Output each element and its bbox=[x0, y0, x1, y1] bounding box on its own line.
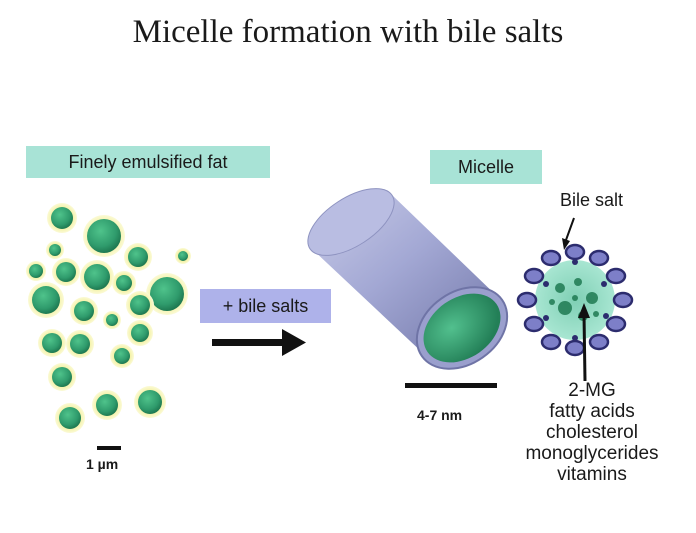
droplet-cluster bbox=[26, 203, 191, 433]
droplet-icon bbox=[66, 330, 94, 358]
droplet-icon bbox=[127, 320, 153, 346]
scale-label-nm: 4-7 nm bbox=[417, 407, 463, 423]
droplet-icon bbox=[38, 329, 66, 357]
droplet-icon bbox=[146, 273, 188, 315]
droplet-icon bbox=[175, 248, 191, 264]
droplet-icon bbox=[26, 261, 46, 281]
micelle-cross-section-icon bbox=[516, 243, 634, 357]
droplet-icon bbox=[126, 291, 154, 319]
micelle-content-item: 2-MG bbox=[568, 380, 616, 401]
contents-pointer-icon bbox=[578, 303, 590, 382]
micelle-content-item: monoglycerides bbox=[525, 443, 659, 464]
micelle-content-item: fatty acids bbox=[549, 401, 635, 422]
droplet-icon bbox=[52, 258, 80, 286]
scale-label-um: 1 µm bbox=[86, 456, 119, 472]
scale-bar-nm bbox=[405, 383, 497, 388]
droplet-icon bbox=[112, 271, 136, 295]
bile-salt-pointer-icon bbox=[562, 217, 575, 250]
droplet-icon bbox=[48, 363, 76, 391]
finely-emulsified-fat-label: Finely emulsified fat bbox=[26, 146, 270, 178]
droplet-icon bbox=[134, 386, 166, 418]
droplet-icon bbox=[83, 215, 125, 257]
micelle-content-item: vitamins bbox=[557, 464, 627, 485]
micelle-contents-list: 2-MG fatty acids cholesterol monoglyceri… bbox=[492, 380, 692, 485]
droplet-icon bbox=[47, 203, 77, 233]
droplet-icon bbox=[80, 260, 114, 294]
cylinder-micelle-icon bbox=[307, 188, 509, 370]
droplet-icon bbox=[103, 311, 121, 329]
scale-bar-um bbox=[97, 446, 121, 450]
droplet-icon bbox=[110, 344, 134, 368]
droplet-icon bbox=[70, 297, 98, 325]
bile-salt-label: Bile salt bbox=[560, 190, 624, 210]
micelle-label: Micelle bbox=[430, 150, 542, 184]
page-title: Micelle formation with bile salts bbox=[132, 14, 564, 50]
droplet-icon bbox=[92, 390, 122, 420]
droplet-icon bbox=[55, 403, 85, 433]
droplet-icon bbox=[28, 282, 64, 318]
arrow-right-icon bbox=[212, 329, 306, 356]
droplet-icon bbox=[46, 241, 64, 259]
plus-bile-salts-label: + bile salts bbox=[200, 289, 331, 323]
micelle-content-item: cholesterol bbox=[546, 422, 638, 443]
droplet-icon bbox=[124, 243, 152, 271]
